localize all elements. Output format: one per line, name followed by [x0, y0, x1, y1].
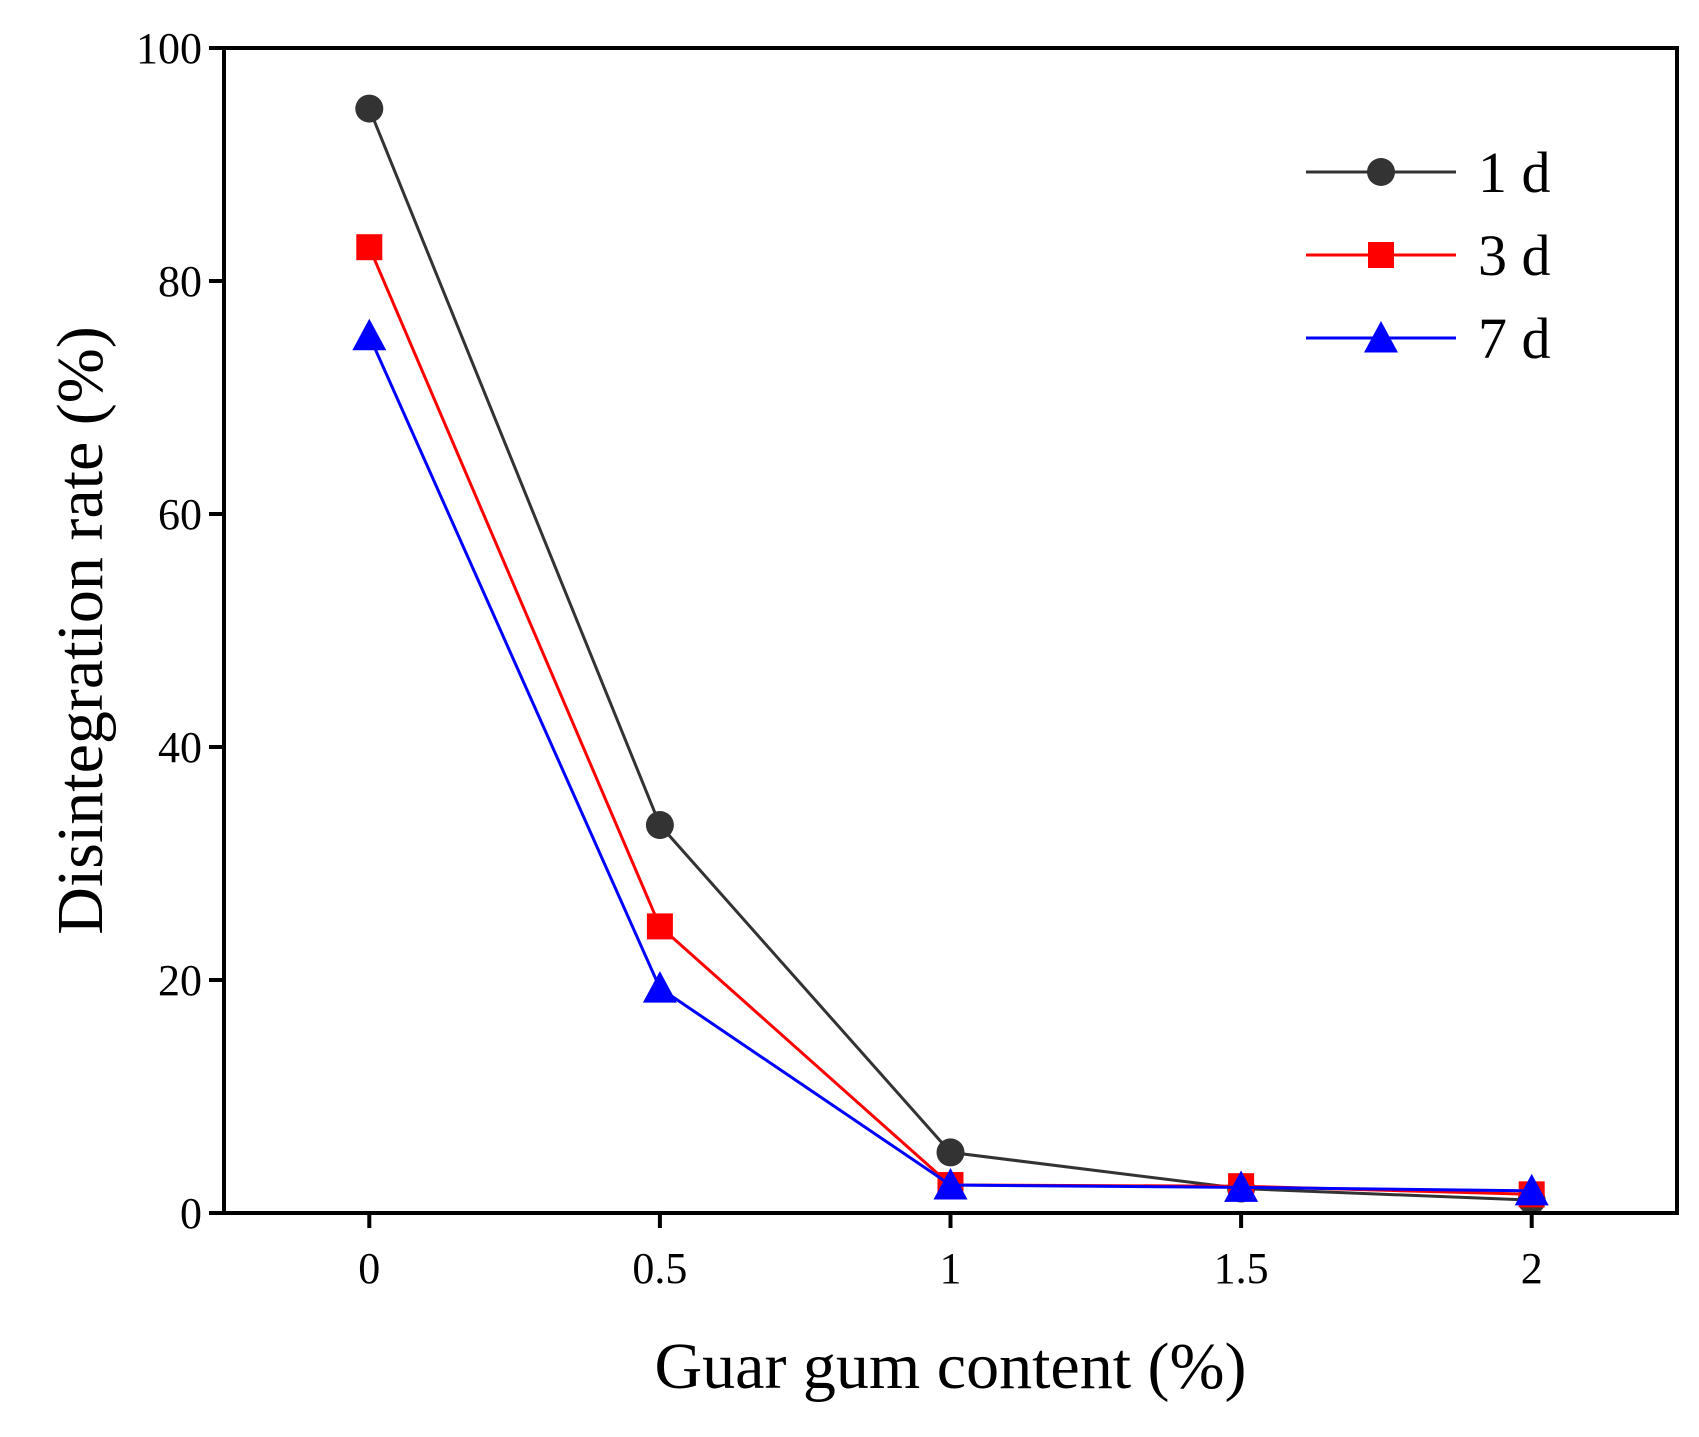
data-point — [936, 1138, 965, 1167]
x-tick-label: 1.5 — [1214, 1244, 1269, 1293]
y-axis-title: Disintegration rate (%) — [44, 326, 117, 934]
y-tick-label: 80 — [158, 257, 202, 306]
y-tick-label: 0 — [180, 1189, 202, 1238]
data-point — [356, 234, 383, 261]
legend-item: 7 d — [1306, 306, 1551, 371]
legend-label: 3 d — [1478, 223, 1551, 288]
legend: 1 d 3 d 7 d — [1306, 140, 1551, 371]
legend-marker — [1368, 242, 1394, 268]
x-tick-label: 1 — [940, 1244, 962, 1293]
data-point — [352, 318, 387, 351]
series-1d — [355, 94, 1546, 1215]
plot-area — [352, 94, 1549, 1215]
series-line — [367, 246, 1532, 1196]
data-point — [645, 811, 674, 840]
legend-marker — [1364, 321, 1398, 353]
data-point — [646, 913, 673, 940]
y-tick-label: 100 — [136, 24, 202, 73]
series-7d — [352, 318, 1549, 1206]
x-tick-label: 0.5 — [632, 1244, 687, 1293]
x-tick-label: 0 — [358, 1244, 380, 1293]
y-tick-label: 40 — [158, 723, 202, 772]
data-point — [933, 1168, 968, 1200]
data-point — [1224, 1170, 1259, 1202]
plot-frame — [222, 46, 1679, 1215]
legend-item: 1 d — [1306, 140, 1551, 205]
series-3d — [356, 234, 1545, 1208]
data-point — [642, 971, 677, 1003]
axes: 0 20 40 60 80 100 0 0.5 1 1.5 2 — [136, 24, 1543, 1293]
legend-label: 7 d — [1478, 306, 1551, 371]
y-tick-label: 20 — [158, 956, 202, 1005]
y-tick-label: 60 — [158, 490, 202, 539]
x-axis-title: Guar gum content (%) — [655, 1330, 1247, 1403]
x-tick-label: 2 — [1521, 1244, 1543, 1293]
legend-item: 3 d — [1306, 223, 1551, 288]
legend-label: 1 d — [1478, 140, 1551, 205]
legend-marker — [1367, 158, 1395, 186]
data-point — [1514, 1173, 1549, 1206]
series-line — [367, 335, 1532, 1193]
data-point — [355, 94, 384, 123]
